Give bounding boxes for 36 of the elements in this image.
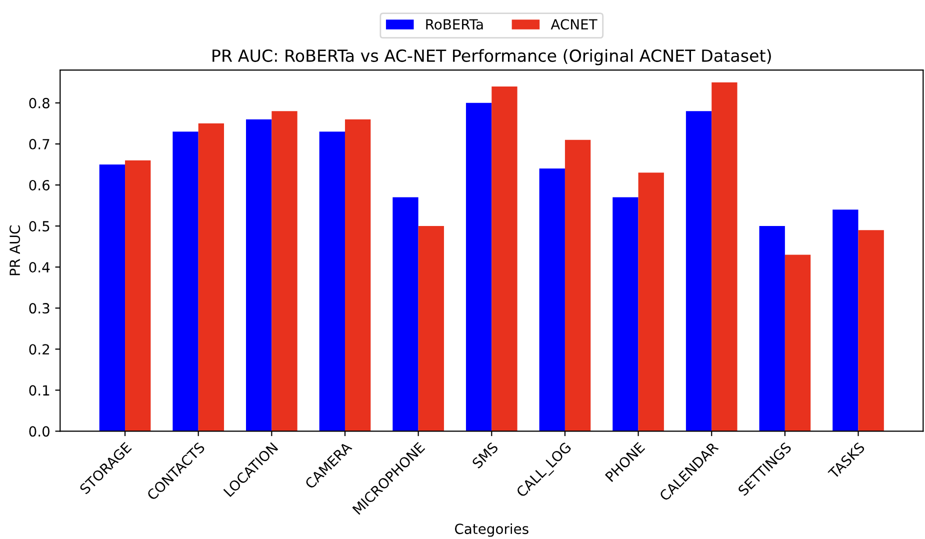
y-tick-label: 0.8 (29, 98, 50, 108)
bar (172, 132, 198, 432)
y-tick-label: 0.2 (29, 344, 50, 355)
bar (858, 230, 884, 432)
bar (759, 226, 785, 432)
bar (612, 197, 638, 432)
bar (99, 164, 126, 432)
bar (272, 111, 298, 432)
legend-label: RoBERTa (426, 19, 483, 30)
bar (198, 123, 224, 432)
bar (392, 197, 418, 432)
y-tick-label: 0.0 (29, 426, 50, 437)
legend-label: ACNET (550, 19, 598, 30)
bar (319, 132, 345, 432)
bar (784, 254, 811, 432)
bar (466, 102, 492, 432)
bar (638, 172, 664, 432)
bar (564, 140, 591, 432)
bar (686, 111, 712, 432)
bar (712, 82, 738, 432)
y-tick-label: 0.3 (29, 303, 50, 314)
bar (125, 160, 151, 432)
y-axis-title: PR AUC (10, 225, 20, 276)
y-tick-label: 0.5 (29, 220, 50, 232)
chart-title: PR AUC: RoBERTa vs AC-NET Performance (Original ACNET Dataset) (212, 49, 771, 66)
bar (539, 168, 565, 432)
bar (344, 119, 371, 432)
y-tick-label: 0.4 (29, 262, 50, 273)
y-tick-label: 0.7 (29, 138, 50, 150)
y-tick-label: 0.6 (29, 180, 50, 190)
bar (492, 86, 518, 432)
bar (418, 226, 444, 432)
bar (246, 119, 272, 432)
bar (832, 210, 858, 432)
x-axis-title: Categories (454, 523, 528, 537)
y-tick-label: 0.1 (29, 385, 50, 396)
